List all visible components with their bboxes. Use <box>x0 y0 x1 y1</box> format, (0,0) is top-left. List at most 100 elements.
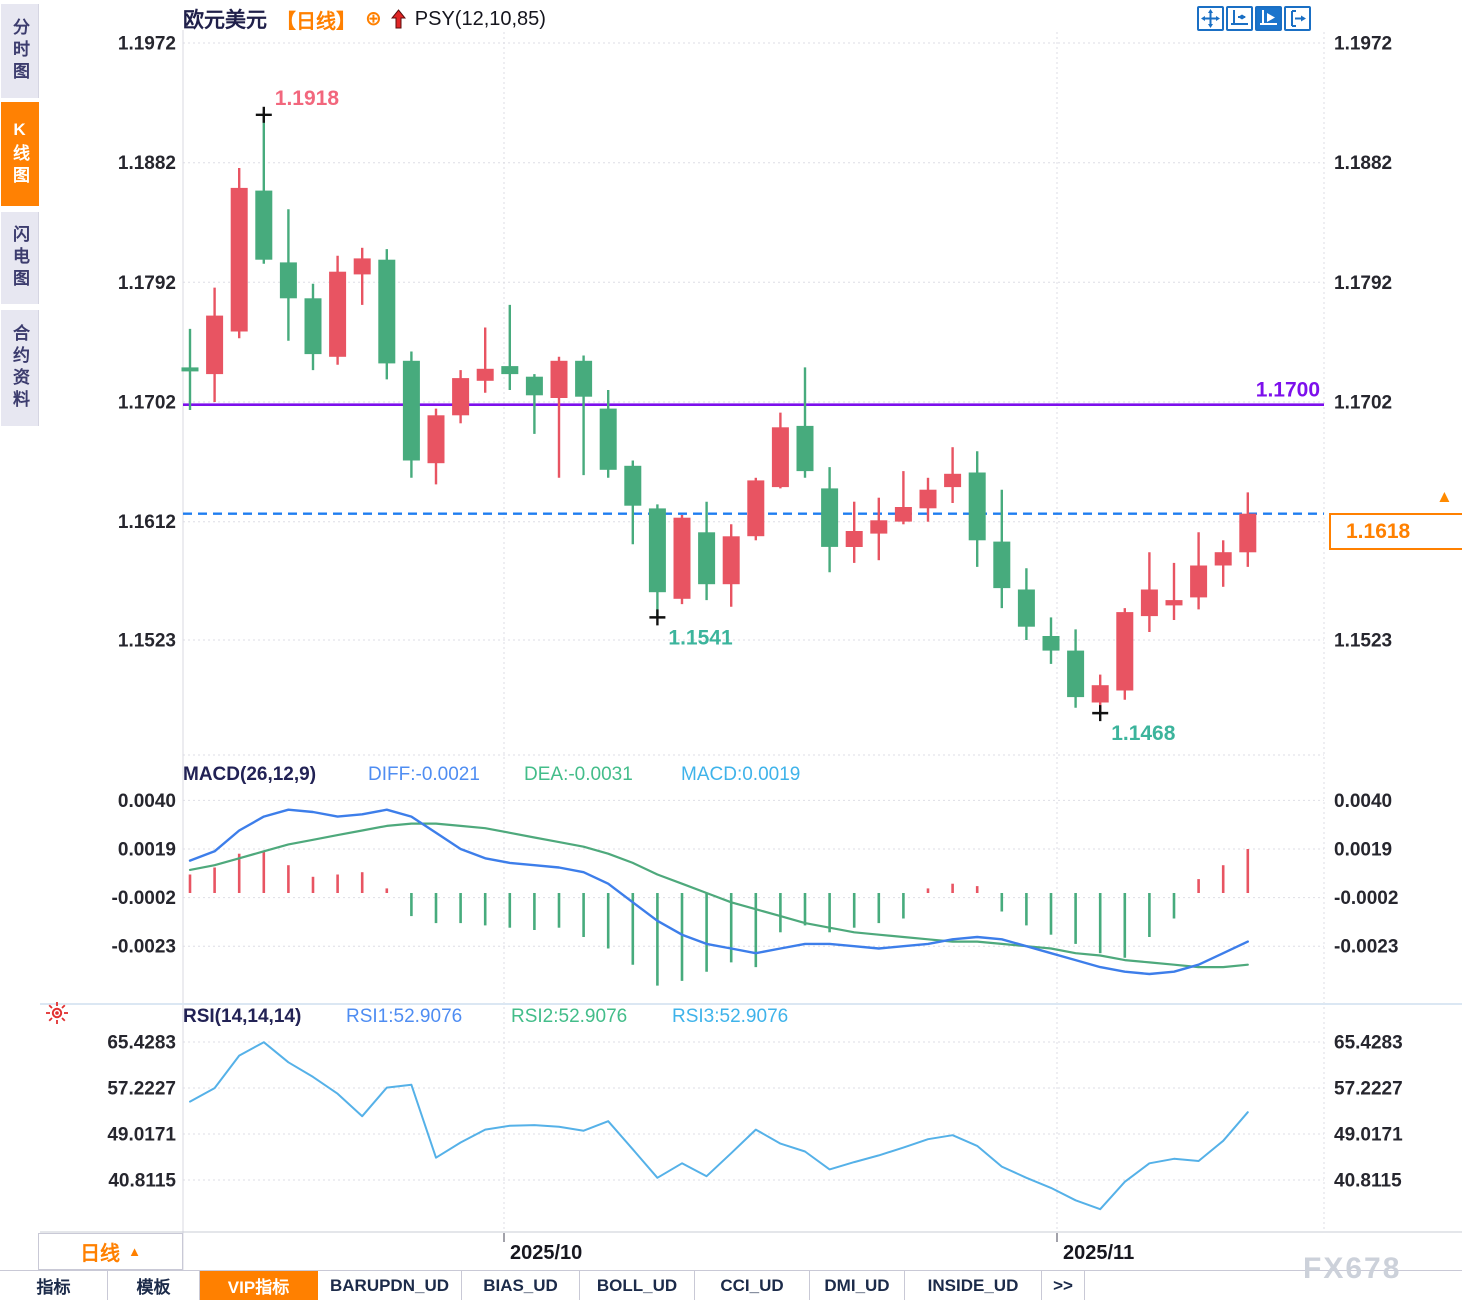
up-arrow-icon <box>390 9 406 29</box>
axis-label: 57.2227 <box>1334 1079 1403 1100</box>
sun-icon[interactable] <box>45 1001 69 1030</box>
axis-label: -0.0002 <box>112 888 176 909</box>
extreme-marker <box>649 609 666 626</box>
axis-label: -0.0023 <box>112 937 176 958</box>
candle <box>1165 600 1183 606</box>
candle <box>624 465 642 506</box>
candle <box>673 517 691 599</box>
candle <box>476 368 494 381</box>
move-icon[interactable] <box>1197 6 1224 31</box>
sidebar-tab-2[interactable]: K线图 <box>1 102 39 206</box>
rsi-title: RSI(14,14,14) <box>183 1006 302 1027</box>
candle <box>968 472 986 541</box>
candle <box>378 259 396 364</box>
chart-header: 欧元美元 【日线】 ⊕ PSY(12,10,85) <box>183 5 546 33</box>
indicator-tabbar: 指标 模板 VIP指标 BARUPDN_UD BIAS_UD BOLL_UD CCI_UD D… <box>0 1270 1462 1301</box>
candle <box>894 507 912 522</box>
add-indicator-icon[interactable]: ⊕ <box>365 8 382 30</box>
axis-label: 49.0171 <box>107 1125 176 1146</box>
axis-label: 65.4283 <box>107 1033 176 1054</box>
bottom-tab-2[interactable]: 模板 <box>108 1271 200 1300</box>
rsi2-value: RSI2:52.9076 <box>511 1006 628 1027</box>
extreme-label: 1.1468 <box>1111 722 1176 745</box>
watermark: FX678 <box>1303 1252 1402 1285</box>
axis-label: 1.1612 <box>118 512 176 533</box>
bottom-tab-8[interactable]: DMI_UD <box>810 1271 905 1300</box>
candle <box>1017 589 1035 627</box>
sidebar: 分时图 K线图闪电图合约资料 <box>0 0 40 1300</box>
macd-title: MACD(26,12,9) <box>183 764 317 785</box>
candle <box>1190 565 1208 598</box>
date-label: 2025/11 <box>1063 1242 1134 1264</box>
candle <box>698 532 716 585</box>
auto-play-icon[interactable] <box>1255 6 1282 31</box>
axis-label: 1.1972 <box>118 34 176 55</box>
candle <box>279 262 297 299</box>
extreme-marker <box>255 106 272 123</box>
extreme-label: 1.1918 <box>275 87 340 110</box>
axis-label: 40.8115 <box>108 1171 176 1192</box>
axis-label: 1.1792 <box>118 273 176 294</box>
bottom-tab-10[interactable]: >> <box>1042 1271 1085 1300</box>
candle <box>230 187 248 332</box>
bottom-tab-5[interactable]: BIAS_UD <box>462 1271 580 1300</box>
candle <box>1042 636 1060 651</box>
candle <box>255 190 273 260</box>
axis-label: 0.0040 <box>118 791 176 812</box>
axis-label: 1.1523 <box>1334 631 1392 652</box>
chart-toolbar <box>1197 6 1311 31</box>
candle <box>1214 552 1232 566</box>
period-tag[interactable]: 【日线】 <box>276 10 356 33</box>
bottom-tab-4[interactable]: BARUPDN_UD <box>318 1271 462 1300</box>
rsi-header: RSI(14,14,14) RSI1:52.9076 RSI2:52.9076 … <box>0 1006 1000 1032</box>
sidebar-tab-3[interactable]: 闪电图 <box>1 212 39 304</box>
candle <box>575 360 593 397</box>
pan-right-icon[interactable] <box>1284 6 1311 31</box>
candle <box>181 367 199 372</box>
candle <box>796 425 814 472</box>
candle <box>1067 650 1085 698</box>
candle <box>1140 589 1158 617</box>
candle <box>821 488 839 547</box>
candle <box>304 298 322 355</box>
bottom-tab-7[interactable]: CCI_UD <box>695 1271 810 1300</box>
period-dropdown-arrow-icon: ▲ <box>128 1244 141 1259</box>
candle <box>870 520 888 534</box>
bottom-tab-6[interactable]: BOLL_UD <box>580 1271 695 1300</box>
bottom-tab-3[interactable]: VIP指标 <box>200 1271 318 1300</box>
axis-label: 57.2227 <box>107 1079 176 1100</box>
indicator-label: PSY(12,10,85) <box>414 7 546 30</box>
axis-label: -0.0023 <box>1334 937 1398 958</box>
sidebar-tab-4[interactable]: 合约资料 <box>1 310 39 426</box>
axis-label: 1.1702 <box>1334 393 1392 414</box>
candle <box>452 378 470 416</box>
candle <box>550 360 568 398</box>
extreme-marker <box>1092 705 1109 722</box>
candle <box>944 473 962 488</box>
date-label: 2025/10 <box>510 1242 582 1264</box>
axis-scale-icon[interactable] <box>1226 6 1253 31</box>
candle <box>1091 685 1109 703</box>
candle <box>919 489 937 509</box>
candle <box>747 480 765 537</box>
candle <box>329 271 347 357</box>
axis-label: 0.0040 <box>1334 791 1392 812</box>
candle <box>648 508 666 593</box>
candle <box>599 408 617 470</box>
sidebar-tab-1[interactable]: 分时图 <box>1 4 39 98</box>
period-dropdown[interactable]: 日线 ▲ <box>38 1233 183 1270</box>
candle <box>771 427 789 488</box>
price-up-arrow-icon: ▲ <box>1436 487 1453 506</box>
candle <box>501 366 519 375</box>
candle <box>722 536 740 585</box>
bottom-tab-1[interactable]: 指标 <box>0 1271 108 1300</box>
candle <box>402 360 420 461</box>
macd-macd-value: MACD:0.0019 <box>681 764 801 785</box>
axis-label: 40.8115 <box>1334 1171 1402 1192</box>
symbol-title: 欧元美元 <box>183 9 267 32</box>
axis-label: 49.0171 <box>1334 1125 1403 1146</box>
axis-label: 1.1523 <box>118 631 176 652</box>
macd-dea-value: DEA:-0.0031 <box>524 764 633 785</box>
bottom-tab-9[interactable]: INSIDE_UD <box>905 1271 1042 1300</box>
